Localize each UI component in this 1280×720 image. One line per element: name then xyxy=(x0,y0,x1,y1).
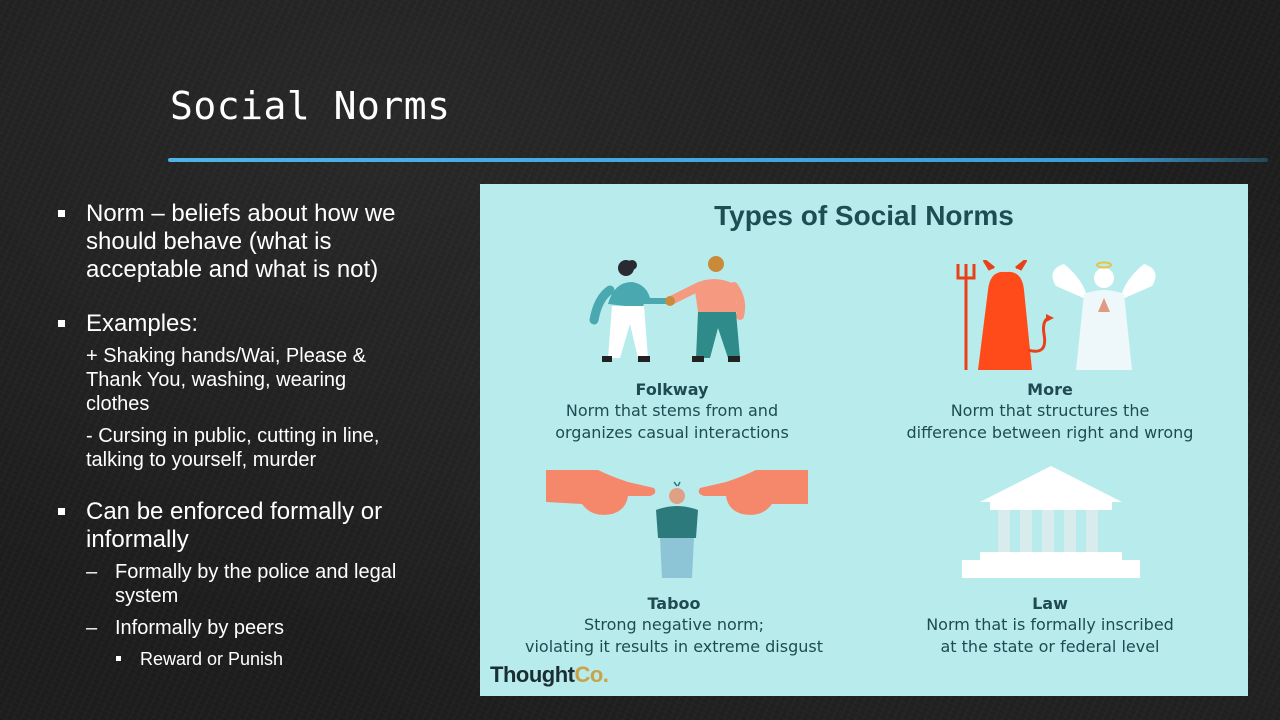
devil-angel-illustration xyxy=(956,260,1156,370)
law-name: Law xyxy=(1032,594,1068,613)
examples-positive: + Shaking hands/Wai, Please & Thank You,… xyxy=(58,344,458,416)
folkway-desc-line1: Norm that stems from and xyxy=(565,401,779,420)
slide-title: Social Norms xyxy=(170,84,451,128)
law-block: Law Norm that is formally inscribed at t… xyxy=(878,594,1222,658)
law-desc-line1: Norm that is formally inscribed xyxy=(926,615,1174,634)
bullet-norm-line2: should behave (what is xyxy=(86,228,332,255)
informal-line: Informally by peers xyxy=(115,617,284,639)
handshake-illustration xyxy=(589,256,746,362)
examples-positive-line: + Shaking hands/Wai, Please & xyxy=(86,345,366,367)
examples-label: Examples: xyxy=(86,310,199,337)
law-desc-line2: at the state or federal level xyxy=(940,637,1160,656)
bullet-marker xyxy=(58,508,65,515)
bullet-enforced-line2: informally xyxy=(86,526,189,553)
taboo-desc-line2: violating it results in extreme disgust xyxy=(525,637,823,656)
bullet-norm-line1: Norm – beliefs about how we xyxy=(86,200,396,227)
taboo-name: Taboo xyxy=(647,594,701,613)
bullet-marker xyxy=(58,320,65,327)
more-name: More xyxy=(1027,380,1073,399)
reward-line: Reward or Punish xyxy=(140,649,284,669)
taboo-desc-line1: Strong negative norm; xyxy=(583,615,765,634)
examples-negative-line: talking to yourself, murder xyxy=(86,449,317,471)
bullet-norm: Norm – beliefs about how we should behav… xyxy=(58,200,458,284)
thoughtco-logo: ThoughtCo. xyxy=(490,662,609,688)
more-desc-line2: difference between right and wrong xyxy=(906,423,1194,442)
more-desc-line1: Norm that structures the xyxy=(950,401,1150,420)
courthouse-illustration xyxy=(962,466,1140,578)
more-block: More Norm that structures the difference… xyxy=(878,380,1222,444)
dash-marker: – xyxy=(86,617,98,639)
bullet-enforced-line1: Can be enforced formally or xyxy=(86,498,383,525)
folkway-name: Folkway xyxy=(635,380,709,399)
sub-bullet-informal: – Informally by peers xyxy=(58,616,458,640)
bullet-examples: Examples: xyxy=(58,310,458,338)
bullet-marker xyxy=(58,210,65,217)
logo-main-text: Thought xyxy=(490,662,575,687)
bullet-enforced: Can be enforced formally or informally xyxy=(58,498,458,554)
sub-sub-bullet-reward: Reward or Punish xyxy=(58,648,458,670)
taboo-block: Taboo Strong negative norm; violating it… xyxy=(496,594,852,658)
examples-negative: - Cursing in public, cutting in line, ta… xyxy=(58,424,458,472)
sub-bullet-formal: – Formally by the police and legal syste… xyxy=(58,560,458,608)
infographic-panel: Types of Social Norms Folkway Norm that … xyxy=(480,184,1248,696)
infographic-title: Types of Social Norms xyxy=(714,200,1014,231)
formal-line: Formally by the police and legal xyxy=(115,561,397,583)
examples-positive-line: Thank You, washing, wearing xyxy=(86,369,347,391)
bullet-norm-line3: acceptable and what is not) xyxy=(86,256,379,283)
folkway-block: Folkway Norm that stems from and organiz… xyxy=(512,380,832,444)
examples-positive-line: clothes xyxy=(86,393,150,415)
pointing-hands-illustration xyxy=(546,470,808,578)
title-underline xyxy=(168,158,1268,162)
examples-negative-line: - Cursing in public, cutting in line, xyxy=(86,425,380,447)
dash-marker: – xyxy=(86,561,98,583)
bullet-marker xyxy=(116,656,121,661)
folkway-desc-line2: organizes casual interactions xyxy=(555,423,789,442)
formal-line: system xyxy=(115,585,179,607)
logo-suffix-text: Co. xyxy=(574,662,609,687)
bullet-list: Norm – beliefs about how we should behav… xyxy=(58,200,458,670)
